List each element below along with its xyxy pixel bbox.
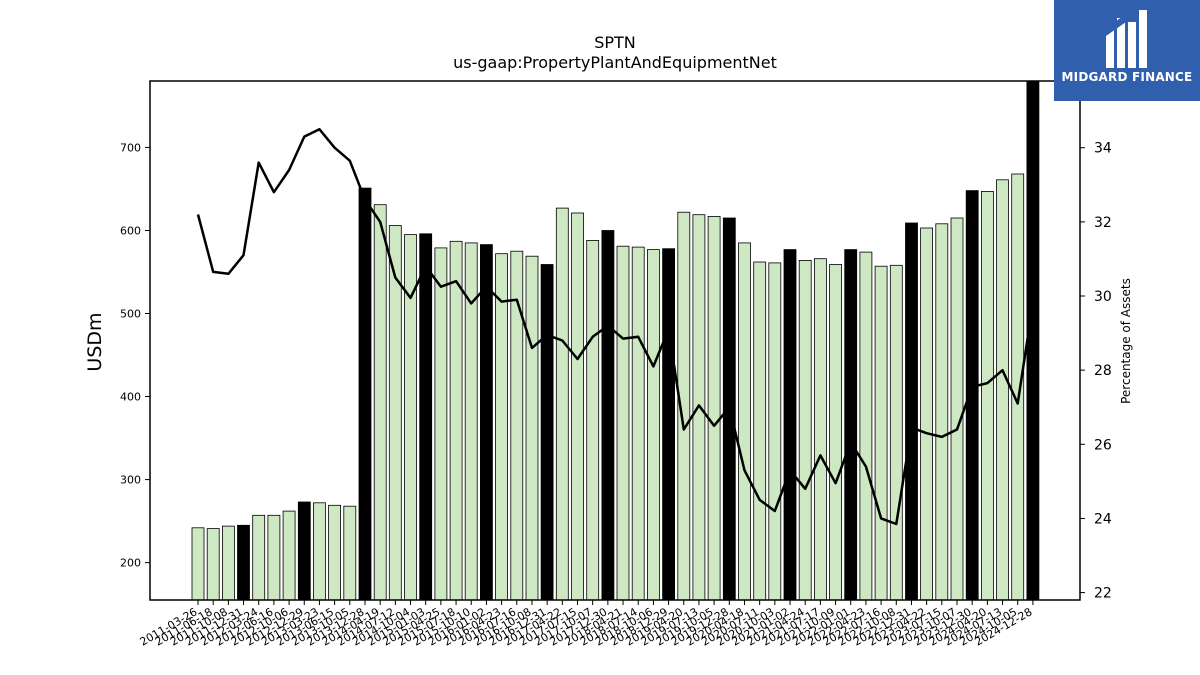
bar — [282, 510, 296, 601]
bar — [874, 265, 888, 601]
bar — [434, 247, 448, 601]
bar — [206, 528, 220, 601]
bar — [267, 514, 281, 601]
bar — [237, 524, 250, 601]
bars-layer — [191, 80, 1040, 601]
bar — [495, 253, 509, 601]
bar — [662, 248, 675, 601]
x-axis: 2011-03-262011-06-182011-10-082011-12-31… — [138, 600, 1034, 649]
y-tick-label: 200 — [120, 557, 141, 570]
bar — [844, 249, 858, 601]
y2-tick-label: 32 — [1094, 215, 1112, 231]
chart-title: SPTN — [594, 33, 636, 52]
bar — [631, 246, 645, 601]
y2-tick-label: 24 — [1094, 511, 1112, 527]
bar — [829, 264, 842, 601]
bar — [889, 264, 903, 601]
bar — [798, 259, 812, 601]
brand-name: MIDGARD FINANCE — [1061, 70, 1193, 84]
bar — [312, 502, 326, 601]
bar — [768, 262, 782, 601]
bar — [479, 244, 493, 601]
bar — [738, 242, 751, 601]
bar — [419, 233, 433, 601]
bar — [935, 223, 949, 601]
bar — [540, 264, 554, 601]
bar — [1011, 173, 1025, 601]
y-axis-label: USDm — [84, 312, 106, 371]
y2-tick-label: 34 — [1094, 141, 1112, 157]
y2-tick-label: 26 — [1094, 437, 1112, 453]
bar — [981, 190, 994, 601]
bar — [221, 525, 235, 601]
bar — [555, 207, 569, 601]
bar — [586, 239, 600, 601]
percentage-line — [196, 127, 1035, 526]
bar — [1026, 80, 1040, 601]
bar — [707, 215, 721, 601]
bar — [783, 249, 797, 601]
bar — [996, 179, 1009, 601]
y-tick-label: 500 — [120, 308, 141, 321]
bar — [601, 230, 615, 601]
bar — [191, 527, 205, 601]
bar — [571, 212, 584, 601]
bar — [252, 514, 266, 601]
bar — [753, 261, 767, 601]
left-axis: 200 300 400 500 600 700 — [120, 141, 150, 570]
chart-subtitle: us-gaap:PropertyPlantAndEquipmentNet — [453, 53, 777, 72]
bar — [950, 217, 964, 601]
brand-mark-icon — [1106, 10, 1147, 68]
y2-axis-label: Percentage of Assets — [1119, 278, 1133, 404]
brand-logo: MIDGARD FINANCE — [1054, 0, 1200, 101]
bar — [343, 505, 357, 601]
y2-tick-label: 22 — [1094, 586, 1112, 602]
bar — [449, 240, 463, 601]
line-layer — [196, 127, 1035, 526]
bar — [525, 255, 539, 601]
bar — [905, 222, 918, 601]
bar — [358, 187, 372, 601]
y2-tick-label: 30 — [1094, 289, 1112, 305]
right-axis: 22 24 26 28 30 32 34 — [1080, 141, 1112, 602]
bar — [814, 258, 827, 601]
y-tick-label: 300 — [120, 474, 141, 487]
y-tick-label: 700 — [120, 141, 141, 154]
bar — [616, 245, 630, 601]
y2-tick-label: 28 — [1094, 363, 1112, 379]
bar — [297, 501, 311, 601]
bar — [647, 249, 660, 601]
bar — [328, 504, 342, 601]
plot-frame — [149, 80, 1081, 601]
bar — [373, 204, 387, 601]
y-tick-label: 600 — [120, 224, 141, 237]
y-tick-label: 400 — [120, 391, 141, 404]
bar — [859, 251, 873, 601]
bar — [920, 227, 933, 601]
